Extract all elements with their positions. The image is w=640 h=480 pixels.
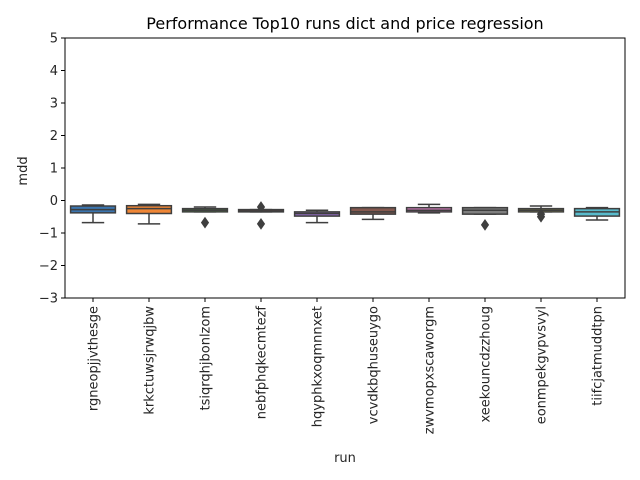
y-axis-label: mdd xyxy=(16,156,31,185)
y-tick-label: −3 xyxy=(39,292,58,307)
x-tick-label: zwvmopxscaworgm xyxy=(423,306,438,434)
box-group xyxy=(461,206,509,231)
box-group xyxy=(293,209,341,224)
box xyxy=(349,206,397,215)
x-tick-label: rgneopjjvthesge xyxy=(87,306,102,411)
x-axis: rgneopjjvthesge krkctuwsjrwqjbw tsiqrqhjbo… xyxy=(87,298,606,434)
y-tick-label: −2 xyxy=(39,259,58,274)
box-group xyxy=(237,201,285,230)
y-tick-label: 3 xyxy=(50,97,58,112)
x-tick-label: xeekouncdzzhoug xyxy=(479,306,494,423)
y-tick-label: −1 xyxy=(39,227,58,242)
x-tick-label: tiifcjatmuddtpn xyxy=(591,306,606,406)
x-tick-label: krkctuwsjrwqjbw xyxy=(143,306,158,415)
box-group xyxy=(517,205,565,223)
y-tick-label: 1 xyxy=(50,162,58,177)
x-tick-label: nebfphqkecmtezf xyxy=(255,306,270,420)
y-tick-label: 0 xyxy=(50,194,58,209)
box-group xyxy=(125,203,173,225)
box-group xyxy=(181,206,229,229)
outlier-point xyxy=(536,210,546,223)
outlier-point xyxy=(256,218,266,230)
box-group xyxy=(349,206,397,221)
y-tick-label: 5 xyxy=(50,32,58,47)
x-tick-label: eonmpekgvpvsvyl xyxy=(535,306,550,424)
y-tick-label: 4 xyxy=(50,64,58,79)
y-axis: −3 −2 −1 0 1 2 3 4 5 xyxy=(39,32,65,307)
chart-title: Performance Top10 runs dict and price re… xyxy=(146,14,543,33)
x-tick-label: vcvdkbqhuseuygo xyxy=(367,306,382,424)
plot-frame xyxy=(64,37,626,299)
outlier-point xyxy=(256,201,266,213)
x-axis-label: run xyxy=(334,451,356,466)
y-tick-label: 2 xyxy=(50,129,58,144)
outlier-point xyxy=(200,216,210,229)
x-tick-label: tsiqrqhjbonlzom xyxy=(199,306,214,410)
box xyxy=(125,204,173,215)
plot-area xyxy=(64,37,626,299)
box-group xyxy=(405,203,453,214)
box-group xyxy=(69,204,117,224)
box-group xyxy=(573,206,621,221)
x-tick-label: hqyphkxoqmnnxet xyxy=(311,306,326,427)
outlier-point xyxy=(480,219,490,231)
